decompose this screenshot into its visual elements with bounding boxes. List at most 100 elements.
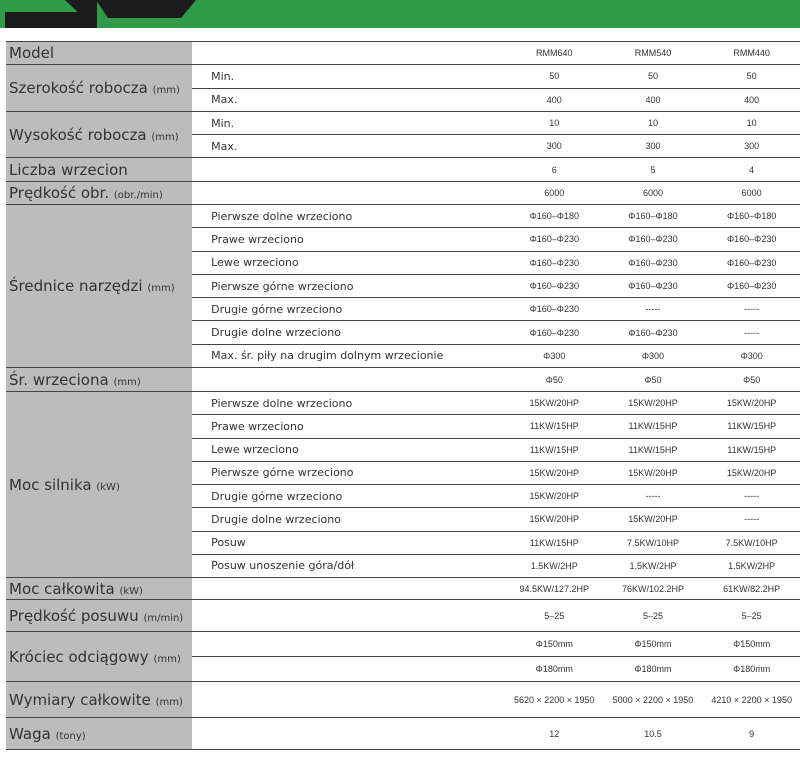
spec-value: 15KW/20HP (602, 460, 704, 485)
table-row: Prędkość posuwu (m/min) 5–25 5–25 5–25 (6, 599, 800, 632)
spec-unit: (mm) (113, 376, 141, 388)
spec-label: Moc silnika (kW) (6, 391, 193, 578)
table-row: Lewe wrzeciono Φ160–Φ230 Φ160–Φ230 Φ160–Φ23… (6, 250, 800, 275)
spec-value: 1.5KW/2HP (602, 553, 704, 578)
spec-label-text: Moc silnika (9, 475, 92, 494)
spec-value: 9 (703, 717, 800, 751)
spec-label-text: Prędkość posuwu (9, 606, 139, 625)
spec-value: 10 (703, 111, 800, 135)
model-label: Model (6, 41, 193, 65)
table-row: Lewe wrzeciono 11KW/15HP 11KW/15HP 11KW/15H… (6, 437, 800, 462)
spec-label: Prędkość posuwu (m/min) (6, 599, 193, 632)
table-row: Max. 400 400 400 (6, 87, 800, 112)
model-name: RMM440 (703, 41, 800, 65)
spec-label: Szerokość robocza (mm) (6, 64, 193, 112)
sub-label: Min. (192, 111, 506, 135)
spec-value: Φ160–Φ180 (505, 203, 603, 228)
table-row: Drugie dolne wrzeciono Φ160–Φ230 Φ160–Φ230… (6, 320, 800, 345)
spec-value: 10.5 (602, 717, 704, 751)
spec-value: Φ160–Φ230 (602, 250, 704, 275)
spec-unit: (m/min) (143, 612, 184, 624)
table-row: Średnice narzędzi (mm) Pierwsze dolne wrz… (6, 203, 800, 368)
spec-value: Φ160–Φ180 (703, 203, 800, 228)
sub-label: Pierwsze górne wrzeciono (192, 273, 506, 298)
sub-label: Lewe wrzeciono (192, 250, 506, 275)
spec-value: Φ150mm (703, 631, 800, 657)
spec-value: 4210 × 2200 × 1950 (703, 681, 800, 718)
spec-value: 6000 (703, 181, 800, 205)
table-row: Φ180mm Φ180mm Φ180mm (6, 656, 800, 682)
header-row: Model RMM640 RMM540 RMM440 (6, 41, 800, 65)
table-row: Szerokość robocza (mm) Min. 50 50 50 (6, 64, 800, 112)
spec-value: Φ50 (703, 367, 800, 392)
table-row: Drugie górne wrzeciono Φ160–Φ230 ----- ----… (6, 297, 800, 321)
sub-label: Drugie dolne wrzeciono (192, 320, 506, 345)
spec-value: 11KW/15HP (703, 414, 800, 439)
table-row: Pierwsze górne wrzeciono Φ160–Φ230 Φ160–Φ2… (6, 273, 800, 298)
spec-value: Φ160–Φ230 (703, 250, 800, 275)
spec-value: 5–25 (505, 599, 603, 632)
spec-value: 1.5KW/2HP (505, 553, 603, 578)
spec-value: 400 (602, 87, 704, 112)
sub-label (192, 717, 506, 751)
spec-value: Φ180mm (703, 656, 800, 682)
spec-value: ----- (602, 484, 704, 508)
spec-value: Φ180mm (505, 656, 603, 682)
spec-label: Wysokość robocza (mm) (6, 111, 193, 158)
spec-value: 5 (602, 157, 704, 182)
sub-label: Posuw unoszenie góra/dół (192, 553, 506, 578)
table-row: Drugie dolne wrzeciono 15KW/20HP 15KW/20HP… (6, 507, 800, 532)
spec-value: Φ160–Φ180 (602, 203, 704, 228)
spec-value: Φ160–Φ230 (505, 320, 603, 345)
spec-value: 6000 (602, 181, 704, 205)
spec-value: 11KW/15HP (602, 414, 704, 439)
sub-label: Pierwsze górne wrzeciono (192, 460, 506, 485)
spec-value: Φ150mm (505, 631, 603, 657)
table-row: Moc całkowita (kW) 94.5KW/127.2HP 76KW/102… (6, 577, 800, 600)
spec-unit: (mm) (151, 131, 179, 143)
sub-label (192, 681, 506, 718)
spec-value: Φ150mm (602, 631, 704, 657)
logo-shape (96, 0, 196, 18)
table-row: Wymiary całkowite (mm) 5620 × 2200 × 1950… (6, 681, 800, 718)
spec-value: 15KW/20HP (602, 391, 704, 415)
spec-value: 300 (703, 134, 800, 158)
spec-value: 94.5KW/127.2HP (505, 577, 603, 600)
spec-label-text: Moc całkowita (9, 579, 115, 598)
sub-label: Min. (192, 64, 506, 88)
spec-value: 400 (703, 87, 800, 112)
spec-unit: (mm) (155, 696, 183, 708)
sub-label: Max. (192, 134, 506, 158)
spec-value: 15KW/20HP (505, 507, 603, 532)
table-row: Posuw 11KW/15HP 7.5KW/10HP 7.5KW/10HP (6, 530, 800, 555)
sub-label: Posuw (192, 530, 506, 555)
sub-label (192, 181, 506, 205)
sub-label: Drugie górne wrzeciono (192, 297, 506, 321)
table-row: Waga (tony) 12 10.5 9 (6, 717, 800, 751)
spec-value: 6 (505, 157, 603, 182)
spec-value: 50 (703, 64, 800, 88)
table-row: Śr. wrzeciona (mm) Φ50 Φ50 Φ50 (6, 367, 800, 392)
spec-value: 11KW/15HP (505, 530, 603, 555)
table-row: Max. 300 300 300 (6, 134, 800, 158)
spec-value: 4 (703, 157, 800, 182)
spec-value: Φ160–Φ230 (703, 227, 800, 252)
spec-label: Liczba wrzecion (6, 157, 193, 182)
spec-value: 11KW/15HP (505, 414, 603, 439)
spec-value: 400 (505, 87, 603, 112)
sub-label: Prawe wrzeciono (192, 227, 506, 252)
spec-value: 15KW/20HP (703, 391, 800, 415)
spec-value: 11KW/15HP (703, 437, 800, 462)
spec-value: 12 (505, 717, 603, 751)
spec-unit: (mm) (147, 283, 175, 295)
spec-label-text: Prędkość obr. (9, 184, 110, 202)
table-row: Moc silnika (kW) Pierwsze dolne wrzeciono… (6, 391, 800, 578)
spec-label: Śr. wrzeciona (mm) (6, 367, 193, 392)
sub-label: Max. śr. piły na drugim dolnym wrzecioni… (192, 343, 506, 368)
spec-label: Wymiary całkowite (mm) (6, 681, 193, 718)
spec-label-text: Liczba wrzecion (9, 160, 128, 179)
spec-value: 5–25 (703, 599, 800, 632)
spec-value: 15KW/20HP (505, 460, 603, 485)
spec-label: Waga (tony) (6, 717, 193, 751)
spec-value: 6000 (505, 181, 603, 205)
